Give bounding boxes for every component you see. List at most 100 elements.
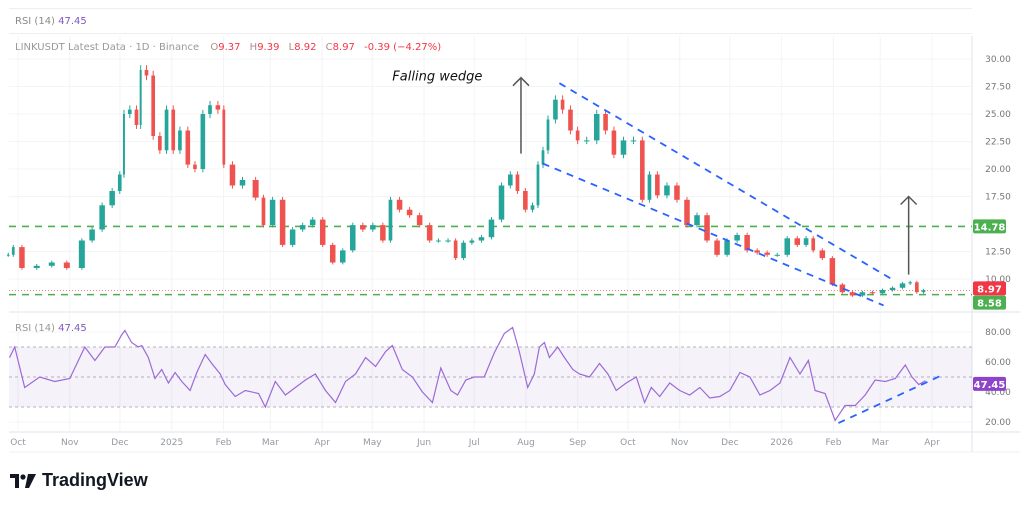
- rsi-point: [54, 381, 56, 382]
- rsi-point: [894, 378, 896, 379]
- rsi-point: [854, 405, 856, 406]
- rsi-point: [719, 396, 721, 397]
- rsi-point: [258, 393, 260, 394]
- arrow-up-icon: [900, 195, 918, 275]
- candle-body: [568, 109, 573, 131]
- rsi-point: [104, 346, 106, 348]
- candle-body: [620, 140, 627, 155]
- candle-body: [453, 240, 458, 259]
- rsi-point: [635, 376, 637, 378]
- rsi-point: [411, 376, 413, 378]
- rsi-point: [911, 376, 913, 378]
- price-axis-label: 25.00: [985, 110, 1011, 120]
- candle-body: [674, 185, 680, 200]
- rsi-point: [548, 357, 550, 358]
- rsi-point: [689, 394, 691, 396]
- rsi-point: [699, 387, 701, 388]
- time-axis-label: Oct: [620, 438, 636, 448]
- candle-body: [380, 225, 386, 241]
- level-badge-lower-text: 8.58: [977, 299, 1002, 310]
- brand-name: TradingView: [42, 470, 148, 490]
- candle-body: [488, 219, 495, 238]
- rsi-point: [749, 376, 751, 378]
- rsi-point: [679, 390, 681, 391]
- level-badge-upper: 14.78: [973, 219, 1006, 234]
- candle-body: [19, 247, 25, 268]
- rsi-point: [834, 420, 836, 421]
- rsi-point: [625, 382, 627, 384]
- rsi-legend-indicator[interactable]: RSI (14): [15, 323, 55, 334]
- candle-body: [127, 109, 132, 114]
- rsi-legend: RSI (14) 47.45: [15, 323, 87, 334]
- rsi-point: [69, 378, 71, 379]
- candle-body: [185, 130, 191, 165]
- candle-body: [396, 199, 403, 210]
- candle-body: [171, 109, 176, 151]
- candle-body: [734, 235, 740, 241]
- arrow-up-icon: [512, 76, 530, 154]
- rsi-point: [457, 394, 458, 396]
- candle-body: [370, 225, 376, 230]
- rsi-point: [465, 379, 467, 381]
- candle-body: [158, 136, 162, 151]
- rsi-point: [355, 373, 356, 375]
- candle-body: [541, 150, 545, 165]
- rsi-point: [483, 376, 485, 378]
- wedge-trendline: [542, 162, 884, 307]
- candle-body: [193, 164, 197, 169]
- candle-body: [89, 229, 95, 241]
- rsi-point: [124, 330, 126, 331]
- rsi-point: [799, 373, 801, 375]
- rsi-axis-label: 60.00: [985, 358, 1011, 368]
- candle-body: [764, 252, 770, 255]
- rsi-point: [181, 381, 183, 382]
- candle-body: [664, 185, 670, 196]
- time-axis-label: Nov: [671, 438, 689, 448]
- price-axis-label: 20.00: [985, 165, 1011, 175]
- price-chart[interactable]: Oct Nov Dec 2025 Feb Mar Apr May Jun Jul Aug Sep Oct…: [0, 0, 1024, 460]
- rsi-point: [432, 402, 433, 403]
- candle-body: [536, 164, 540, 206]
- arrow-head: [900, 195, 918, 206]
- rsi-value-badge-text: 47.45: [974, 380, 1006, 391]
- candle-body: [684, 199, 690, 226]
- rsi-point: [527, 387, 529, 388]
- candle-body: [222, 109, 226, 165]
- candle-body: [252, 180, 259, 198]
- rsi-point: [533, 373, 535, 375]
- candle-body: [704, 215, 710, 241]
- rsi-point: [211, 363, 213, 364]
- tradingview-logo-icon: [10, 473, 36, 488]
- rsi-point: [904, 364, 906, 366]
- rsi-point: [659, 396, 661, 397]
- rsi-point: [325, 390, 326, 391]
- rsi-point: [709, 397, 711, 399]
- candle-body: [6, 254, 10, 256]
- rsi-point: [650, 387, 652, 388]
- price-axis-label: 12.50: [985, 248, 1011, 258]
- last-price-badge: 8.97: [973, 281, 1006, 296]
- rsi-point: [644, 402, 646, 403]
- candle-body: [921, 290, 926, 293]
- candle-body: [461, 242, 466, 259]
- candle-body: [360, 225, 366, 230]
- tradingview-logo[interactable]: TradingView: [10, 470, 148, 491]
- price-axis-label: 30.00: [985, 55, 1011, 65]
- candle-body: [208, 105, 212, 114]
- rsi-point: [884, 381, 886, 382]
- rsi-point: [137, 346, 139, 348]
- candle-body: [889, 287, 896, 290]
- level-badge-lower-bg: [973, 295, 1006, 310]
- price-axis-label: 22.50: [985, 138, 1011, 148]
- time-axis-label: Apr: [924, 438, 940, 448]
- rsi-point: [615, 390, 617, 391]
- close-label: C: [325, 42, 333, 53]
- candle-body: [908, 282, 912, 284]
- last-price-badge-bg: [973, 281, 1006, 296]
- rsi-point: [503, 333, 505, 334]
- rsi-point: [147, 357, 149, 358]
- candle-body: [261, 197, 266, 226]
- candle-body: [289, 229, 296, 245]
- symbol-title[interactable]: LINKUSDT Latest Data · 1D · Binance: [15, 42, 200, 53]
- candle-body: [859, 292, 866, 296]
